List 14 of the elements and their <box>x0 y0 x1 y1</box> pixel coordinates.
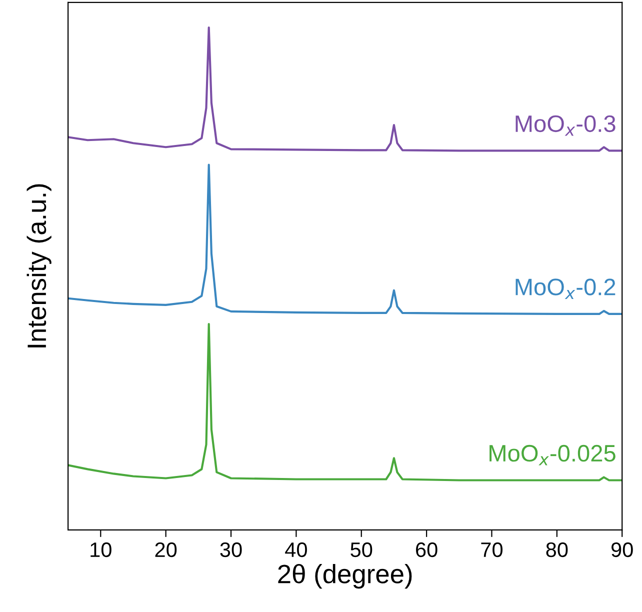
x-tick-label: 80 <box>546 542 568 558</box>
x-tick-label: 60 <box>416 542 438 558</box>
x-tick-label: 40 <box>285 542 307 558</box>
series-label: MoO$_{x}$-0.025 <box>490 444 616 466</box>
series-label: MoO$_{x}$-0.3 <box>516 115 616 136</box>
series-label: MoO$_{x}$-0.2 <box>516 278 616 299</box>
x-tick-label: 50 <box>350 542 372 558</box>
x-tick-label: 30 <box>220 542 242 558</box>
x-axis-title: 2θ (degree) <box>278 564 412 589</box>
x-tick-label: 20 <box>155 542 177 558</box>
y-axis-title: Intensity (a.u.) <box>26 184 52 348</box>
x-tick-label: 10 <box>90 542 112 558</box>
x-tick-label: 90 <box>611 542 633 558</box>
x-tick-label: 70 <box>481 542 503 558</box>
